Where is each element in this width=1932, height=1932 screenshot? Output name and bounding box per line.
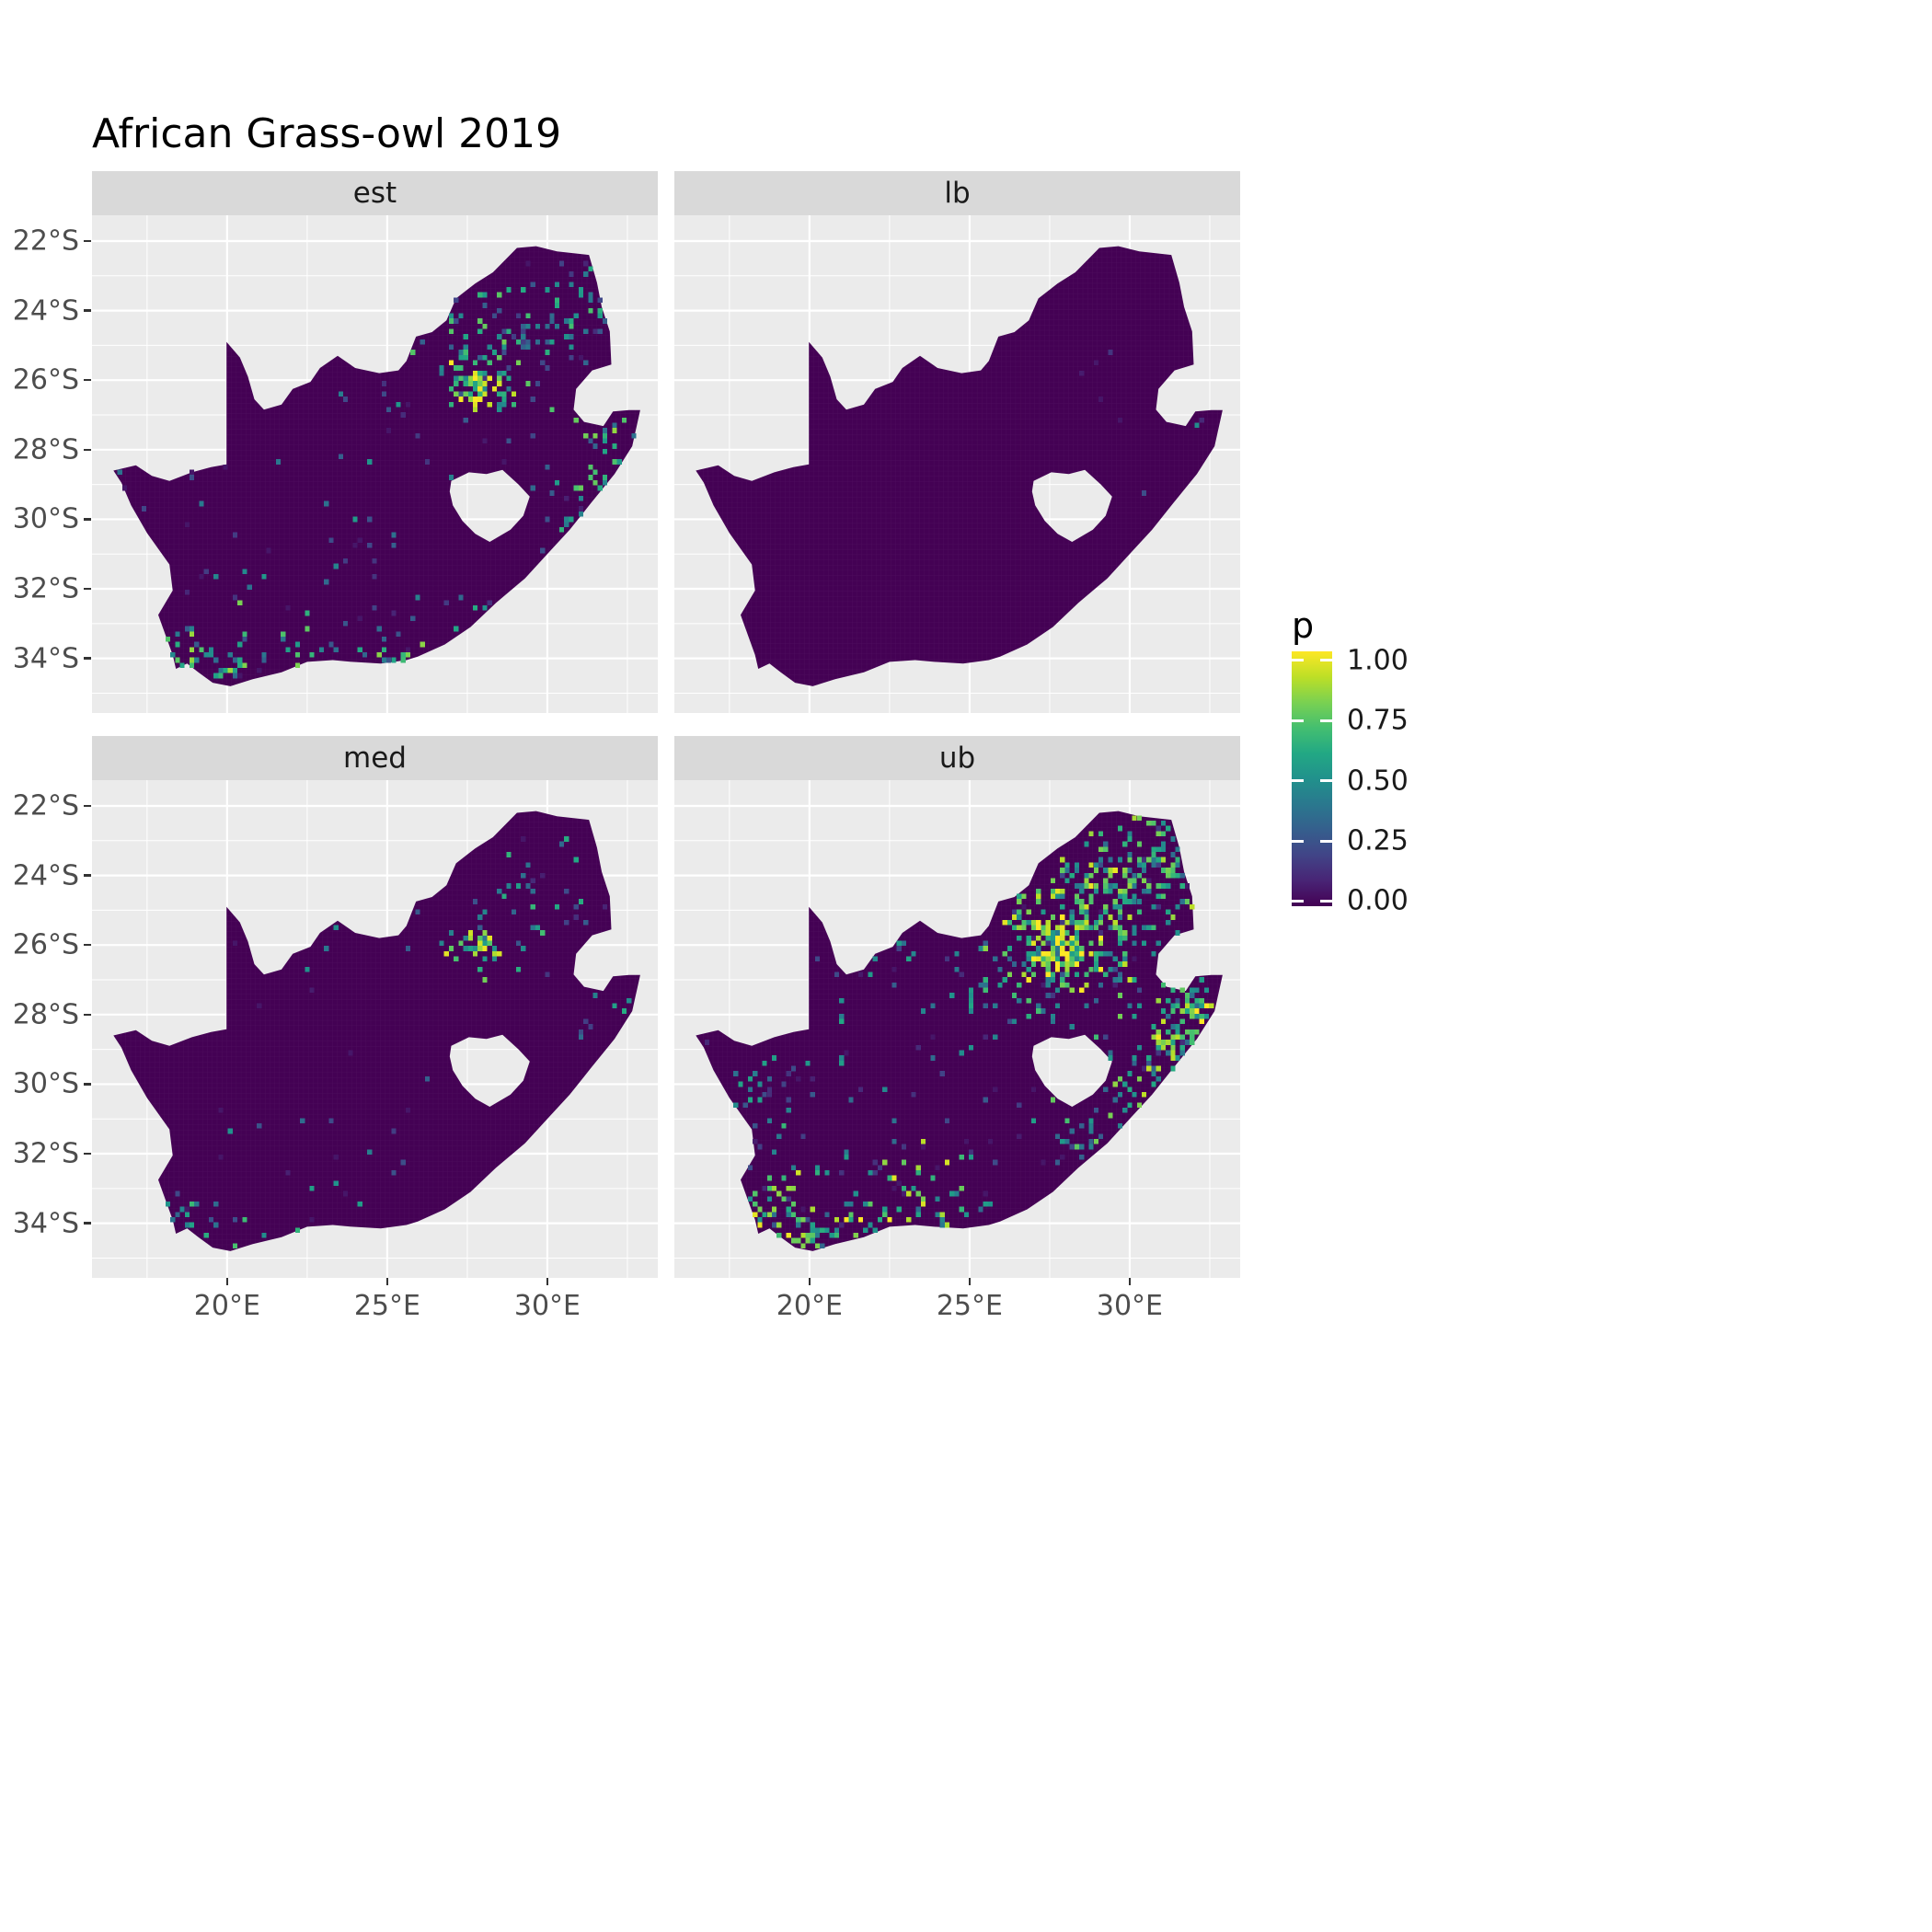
- chart-title: African Grass-owl 2019: [92, 110, 562, 157]
- x-tick-label: 25°E: [936, 1290, 1003, 1322]
- legend-tick-mark: [1320, 839, 1332, 843]
- legend-tick-mark: [1292, 839, 1304, 843]
- legend-tick-label: 0.25: [1347, 824, 1409, 857]
- y-tick-mark: [84, 518, 91, 521]
- facet-strip-label: lb: [944, 177, 971, 210]
- facet-strip-ub: ub: [674, 736, 1240, 780]
- y-tick-label: 30°S: [12, 502, 79, 535]
- raster-cells: [165, 836, 632, 1249]
- facet-panel-lb: [674, 215, 1240, 713]
- legend-tick-mark: [1292, 719, 1304, 722]
- legend-tick-mark: [1320, 899, 1332, 903]
- x-tick-mark: [546, 1278, 549, 1285]
- y-tick-mark: [84, 378, 91, 382]
- facet-strip-label: med: [343, 742, 407, 775]
- facet-strip-label: est: [352, 177, 397, 210]
- raster-cells: [117, 260, 637, 679]
- x-tick-label: 20°E: [776, 1290, 843, 1322]
- facet-strip-med: med: [92, 736, 658, 780]
- facet-panel-med: [92, 780, 658, 1278]
- y-tick-mark: [84, 309, 91, 312]
- y-tick-mark: [84, 1083, 91, 1086]
- country-shape: [113, 246, 640, 686]
- x-tick-mark: [225, 1278, 229, 1285]
- legend-tick-label: 0.00: [1347, 884, 1409, 917]
- map-est: [92, 215, 658, 713]
- legend-tick-label: 0.75: [1347, 704, 1409, 737]
- legend-tick-label: 0.50: [1347, 765, 1409, 798]
- y-tick-label: 22°S: [12, 789, 79, 822]
- facet-strip-label: ub: [938, 742, 976, 775]
- raster-cells: [1079, 350, 1204, 496]
- y-tick-label: 26°S: [12, 928, 79, 961]
- legend-tick-mark: [1292, 779, 1304, 783]
- y-tick-mark: [84, 1152, 91, 1156]
- y-tick-mark: [84, 239, 91, 243]
- map-ub: [674, 780, 1240, 1278]
- y-tick-mark: [84, 657, 91, 660]
- y-tick-mark: [84, 804, 91, 808]
- legend-colorbar: [1292, 651, 1332, 906]
- map-lb: [674, 215, 1240, 713]
- country-shape: [113, 811, 640, 1251]
- raster-cells: [704, 815, 1214, 1249]
- y-tick-label: 34°S: [12, 642, 79, 675]
- facet-panel-est: [92, 215, 658, 713]
- map-med: [92, 780, 658, 1278]
- y-tick-label: 24°S: [12, 859, 79, 892]
- y-tick-label: 32°S: [12, 1137, 79, 1170]
- y-tick-mark: [84, 874, 91, 877]
- y-tick-mark: [84, 448, 91, 451]
- legend-tick-mark: [1292, 899, 1304, 903]
- facet-strip-est: est: [92, 171, 658, 215]
- y-tick-mark: [84, 1222, 91, 1225]
- y-tick-mark: [84, 943, 91, 947]
- y-tick-label: 30°S: [12, 1067, 79, 1100]
- y-tick-mark: [84, 1013, 91, 1016]
- x-tick-label: 20°E: [193, 1290, 260, 1322]
- facet-strip-lb: lb: [674, 171, 1240, 215]
- y-tick-label: 24°S: [12, 294, 79, 328]
- legend-tick-mark: [1292, 659, 1304, 662]
- y-tick-label: 26°S: [12, 363, 79, 397]
- facet-panel-ub: [674, 780, 1240, 1278]
- legend-tick-mark: [1320, 779, 1332, 783]
- x-tick-mark: [808, 1278, 811, 1285]
- x-tick-label: 25°E: [353, 1290, 420, 1322]
- country-shape: [696, 246, 1223, 686]
- y-tick-label: 28°S: [12, 998, 79, 1031]
- x-tick-mark: [1128, 1278, 1132, 1285]
- x-tick-mark: [385, 1278, 389, 1285]
- x-tick-mark: [968, 1278, 972, 1285]
- y-tick-label: 32°S: [12, 572, 79, 605]
- x-tick-label: 30°E: [1096, 1290, 1163, 1322]
- legend-tick-mark: [1320, 659, 1332, 662]
- y-tick-label: 34°S: [12, 1207, 79, 1240]
- legend-tick-mark: [1320, 719, 1332, 722]
- x-tick-label: 30°E: [513, 1290, 581, 1322]
- y-tick-mark: [84, 587, 91, 591]
- legend-title: p: [1292, 605, 1315, 646]
- legend-tick-label: 1.00: [1347, 644, 1409, 677]
- y-tick-label: 22°S: [12, 224, 79, 258]
- y-tick-label: 28°S: [12, 433, 79, 466]
